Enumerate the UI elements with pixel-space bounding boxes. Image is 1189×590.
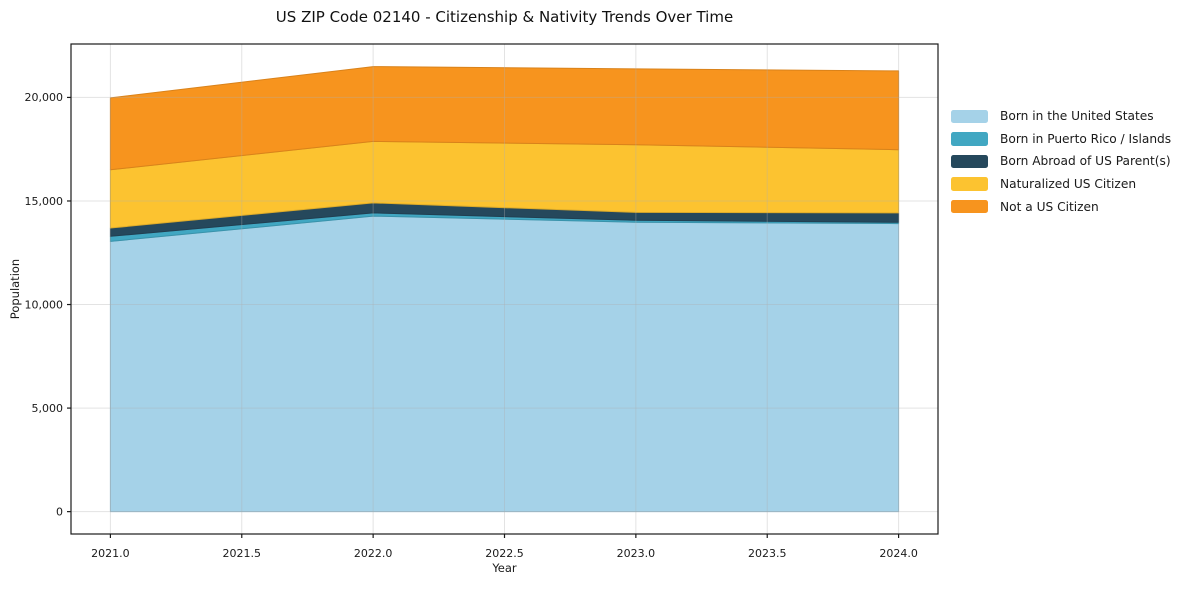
x-tick-label: 2023.0 (617, 547, 656, 560)
y-tick-label: 5,000 (32, 402, 64, 415)
x-tick-label: 2021.5 (223, 547, 262, 560)
legend-label: Naturalized US Citizen (1000, 177, 1137, 192)
legend-swatch-icon (951, 177, 988, 191)
legend-label: Not a US Citizen (1000, 199, 1099, 214)
legend-item: Naturalized US Citizen (951, 173, 1171, 196)
y-tick-label: 20,000 (25, 91, 64, 104)
x-tick-label: 2023.5 (748, 547, 787, 560)
y-tick-label: 0 (56, 505, 63, 518)
legend-swatch-icon (951, 154, 988, 169)
x-tick-label: 2022.0 (354, 547, 393, 560)
legend-item: Not a US Citizen (951, 195, 1171, 218)
y-tick-label: 15,000 (25, 195, 64, 208)
x-tick-label: 2021.0 (91, 547, 130, 560)
y-axis-label: Population (8, 258, 22, 320)
x-axis-label: Year (492, 561, 517, 575)
legend-swatch-icon (951, 199, 988, 214)
legend-label: Born in the United States (1000, 109, 1154, 124)
legend-item: Born in Puerto Rico / Islands (951, 128, 1171, 151)
legend-item: Born Abroad of US Parent(s) (951, 150, 1171, 173)
legend: Born in the United States Born in Puerto … (951, 105, 1171, 218)
x-tick-label: 2024.0 (879, 547, 918, 560)
chart-title: US ZIP Code 02140 - Citizenship & Nativi… (275, 8, 734, 26)
legend-swatch-icon (951, 132, 988, 146)
legend-label: Born in Puerto Rico / Islands (1000, 131, 1172, 146)
legend-item: Born in the United States (951, 105, 1171, 128)
y-tick-label: 10,000 (25, 298, 64, 311)
legend-label: Born Abroad of US Parent(s) (1000, 154, 1171, 169)
x-tick-label: 2022.5 (485, 547, 524, 560)
legend-swatch-icon (951, 109, 988, 124)
area-series-4 (109, 66, 900, 171)
